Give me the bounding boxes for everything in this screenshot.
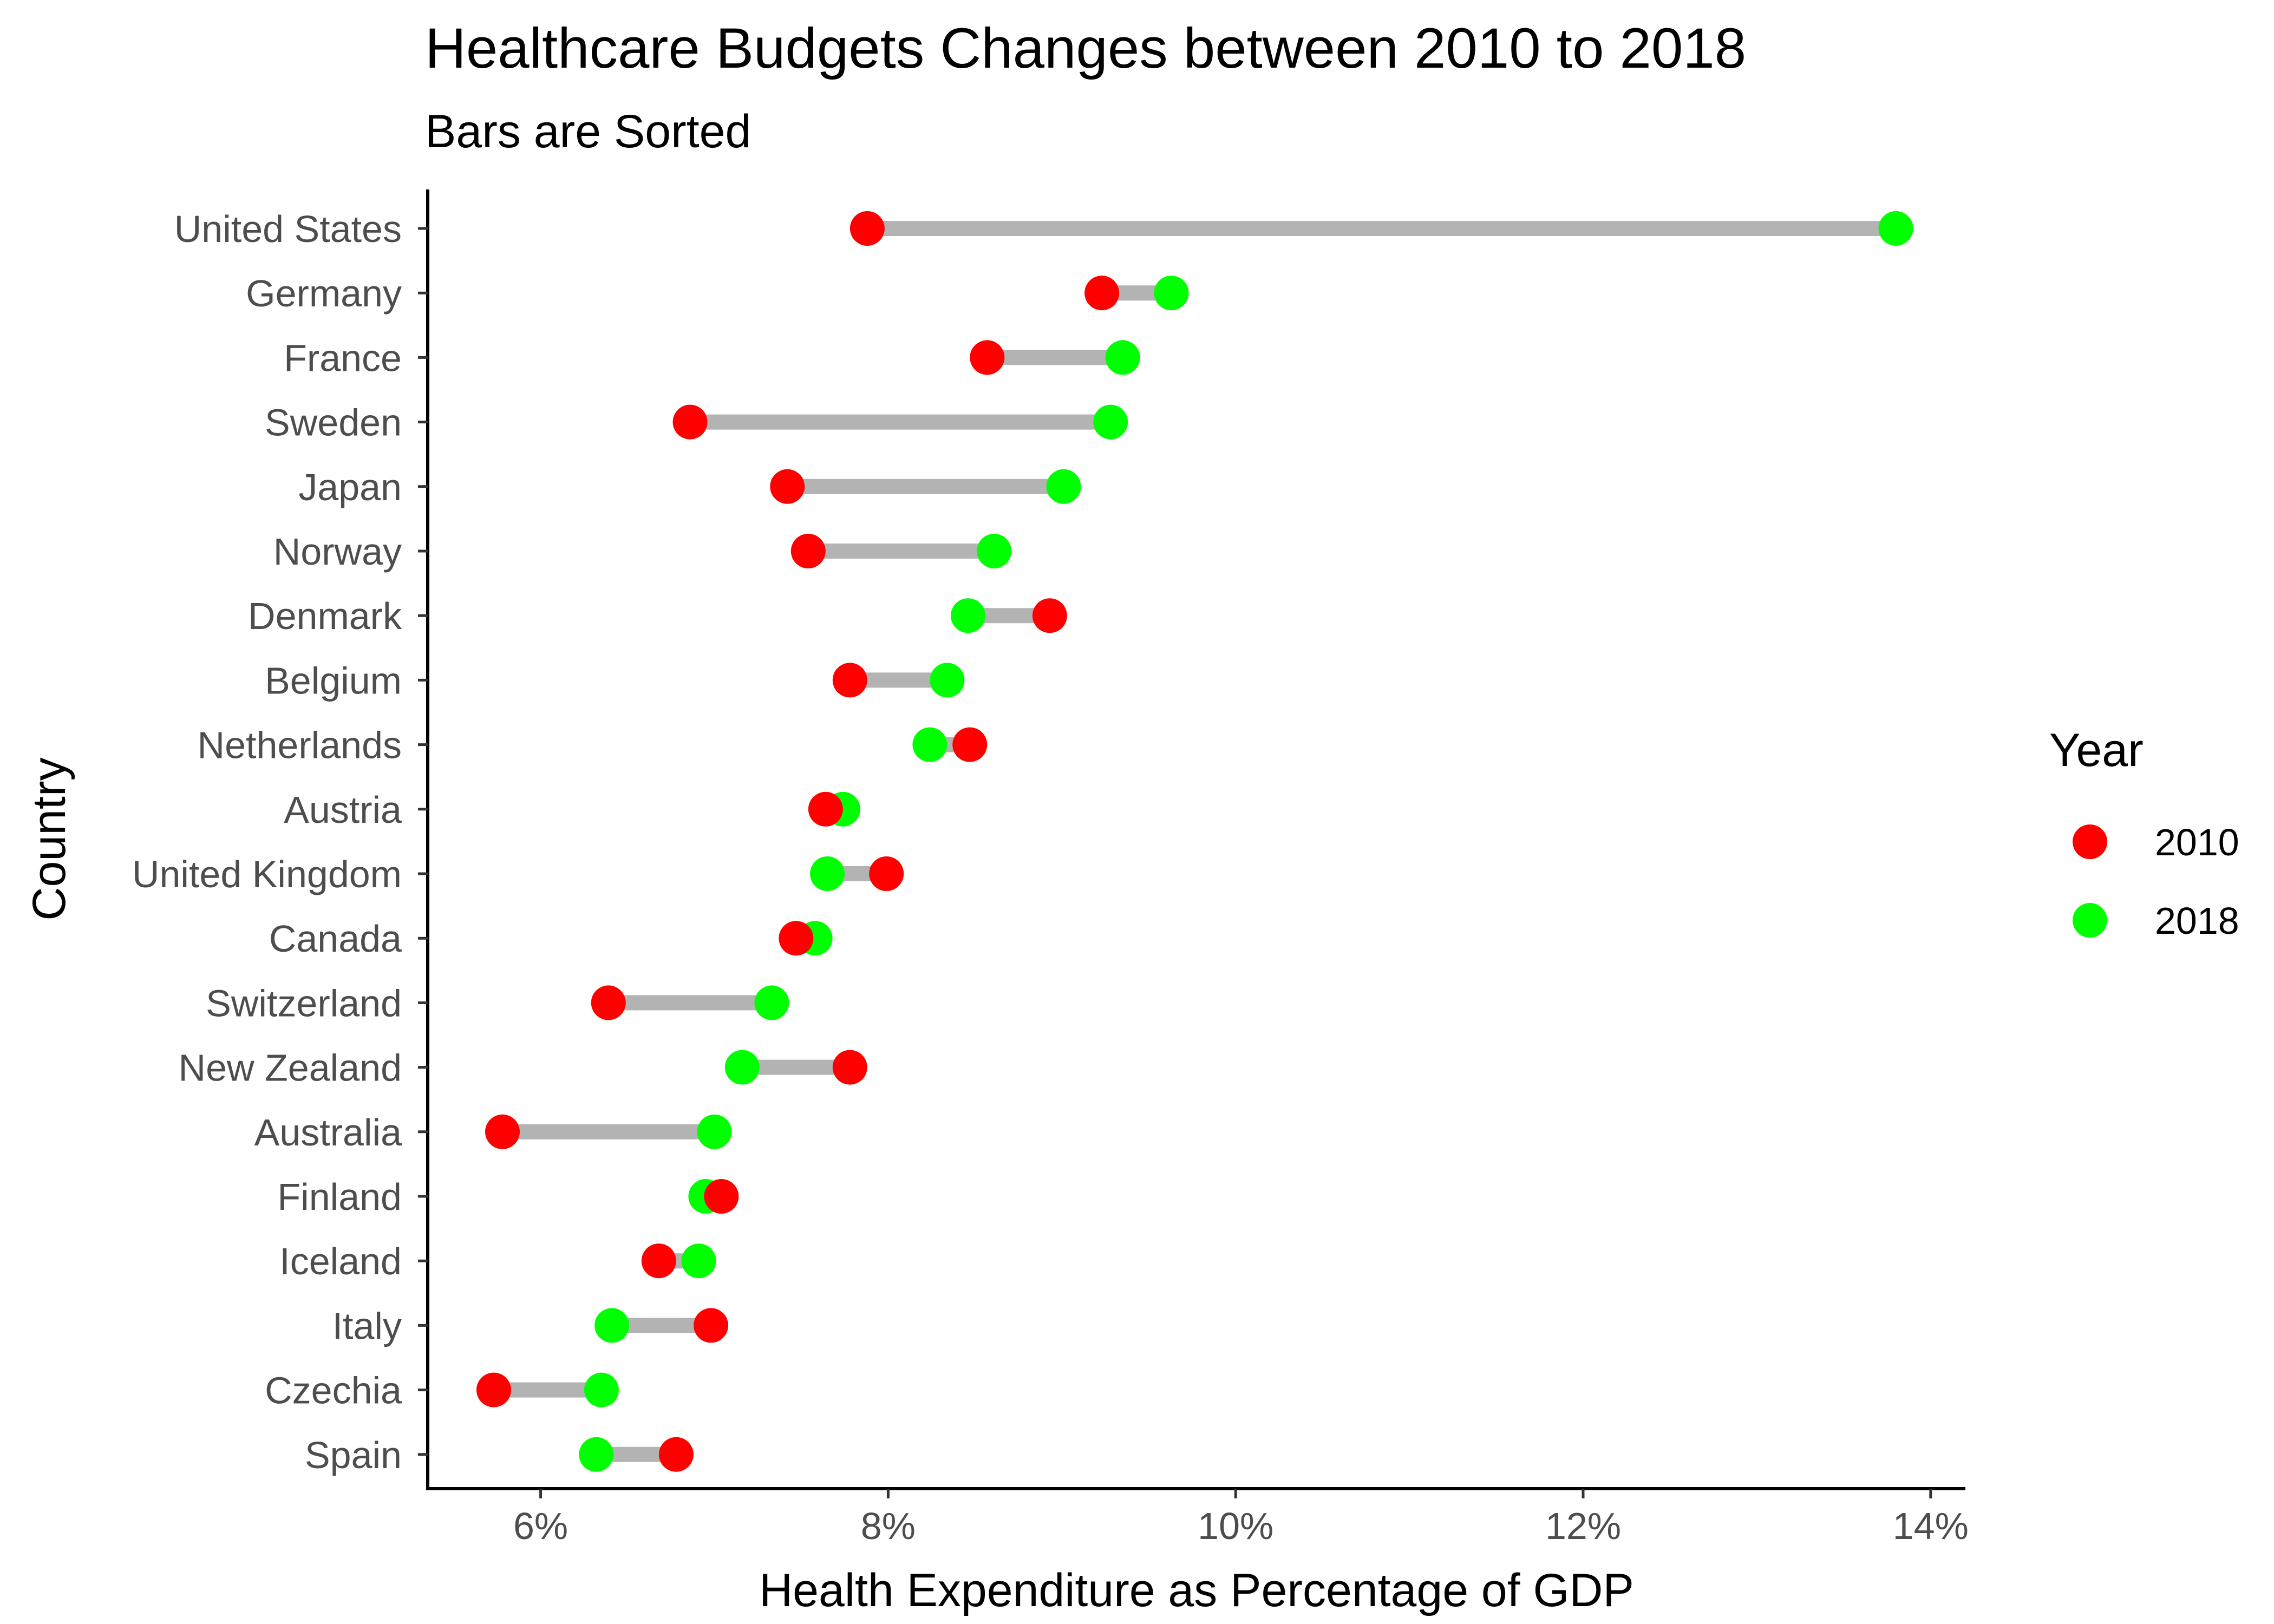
y-tick-label: Australia [254, 1111, 402, 1154]
point-2018-germany [1154, 276, 1189, 311]
y-tick-label: France [284, 337, 402, 379]
y-tick-label: United States [174, 208, 402, 250]
x-tick-label: 8% [861, 1505, 916, 1547]
x-tick-label: 14% [1893, 1505, 1969, 1547]
y-tick-label: Netherlands [198, 724, 402, 767]
point-2010-germany [1084, 276, 1120, 311]
point-2018-new-zealand [724, 1050, 760, 1085]
point-2010-japan [770, 469, 805, 504]
point-2018-spain [579, 1437, 614, 1472]
point-2010-new-zealand [832, 1050, 867, 1085]
point-2010-australia [485, 1114, 520, 1149]
point-2010-norway [790, 534, 826, 568]
y-tick-label: United Kingdom [132, 853, 402, 895]
y-tick-label: Iceland [279, 1240, 402, 1282]
legend-key-2010 [2073, 824, 2107, 859]
x-tick-label: 10% [1198, 1505, 1273, 1547]
y-tick-label: Spain [305, 1434, 402, 1476]
point-2018-czechia [584, 1372, 619, 1407]
point-2018-norway [977, 534, 1012, 568]
point-2010-spain [658, 1437, 694, 1472]
legend-title: Year [2049, 724, 2144, 776]
y-tick-label: Austria [284, 789, 402, 831]
point-2010-italy [694, 1308, 729, 1343]
y-tick-label: Japan [298, 466, 402, 508]
point-2010-united-states [850, 211, 885, 246]
x-axis: 6% 8% 10% 12% 14% [513, 1489, 1969, 1547]
y-tick-label: Belgium [265, 659, 402, 702]
chart-title: Healthcare Budgets Changes between 2010 … [425, 17, 1746, 80]
point-2018-united-states [1878, 211, 1913, 246]
legend-label-2018: 2018 [2155, 900, 2239, 942]
point-2010-czechia [476, 1372, 511, 1407]
point-2010-canada [779, 921, 814, 956]
point-2018-belgium [930, 663, 965, 698]
point-2018-france [1105, 340, 1140, 375]
y-tick-label: Canada [269, 918, 402, 960]
point-2010-switzerland [591, 985, 626, 1020]
y-tick-label: Czechia [265, 1370, 402, 1412]
y-tick-label: Switzerland [206, 982, 402, 1024]
y-tick-label: Denmark [248, 595, 402, 637]
point-2018-united-kingdom [810, 856, 845, 891]
y-axis-title: Country [23, 757, 75, 920]
x-axis-title: Health Expenditure as Percentage of GDP [759, 1564, 1634, 1616]
y-tick-label: Italy [332, 1305, 402, 1347]
y-tick-label: Finland [277, 1176, 402, 1218]
point-2018-japan [1046, 469, 1081, 504]
point-2018-switzerland [754, 985, 789, 1020]
point-layer [476, 211, 1913, 1472]
point-2018-netherlands [912, 727, 948, 762]
point-2010-united-kingdom [869, 856, 904, 891]
x-tick-label: 6% [513, 1505, 568, 1547]
y-axis: United States Germany France Sweden Japan Nor… [132, 208, 428, 1476]
legend-label-2010: 2010 [2155, 821, 2239, 863]
x-tick-label: 12% [1545, 1505, 1621, 1547]
legend: Year 2010 2018 [2049, 724, 2239, 942]
point-2018-italy [594, 1308, 630, 1343]
y-tick-label: New Zealand [179, 1047, 402, 1089]
point-2018-iceland [681, 1243, 716, 1279]
y-tick-label: Sweden [265, 402, 402, 444]
point-2010-netherlands [952, 727, 988, 762]
point-2018-denmark [951, 598, 986, 633]
point-2010-finland [704, 1179, 739, 1214]
y-tick-label: Germany [246, 272, 402, 315]
chart-subtitle: Bars are Sorted [425, 106, 751, 158]
point-2018-australia [697, 1114, 732, 1149]
point-2010-iceland [641, 1243, 676, 1279]
point-2010-sweden [672, 404, 708, 440]
legend-key-2018 [2073, 903, 2107, 938]
point-2018-sweden [1093, 404, 1128, 440]
y-tick-label: Norway [273, 531, 402, 573]
point-2010-austria [808, 791, 843, 827]
point-2010-belgium [832, 663, 867, 698]
point-2010-france [970, 340, 1005, 375]
point-2010-denmark [1032, 598, 1067, 633]
